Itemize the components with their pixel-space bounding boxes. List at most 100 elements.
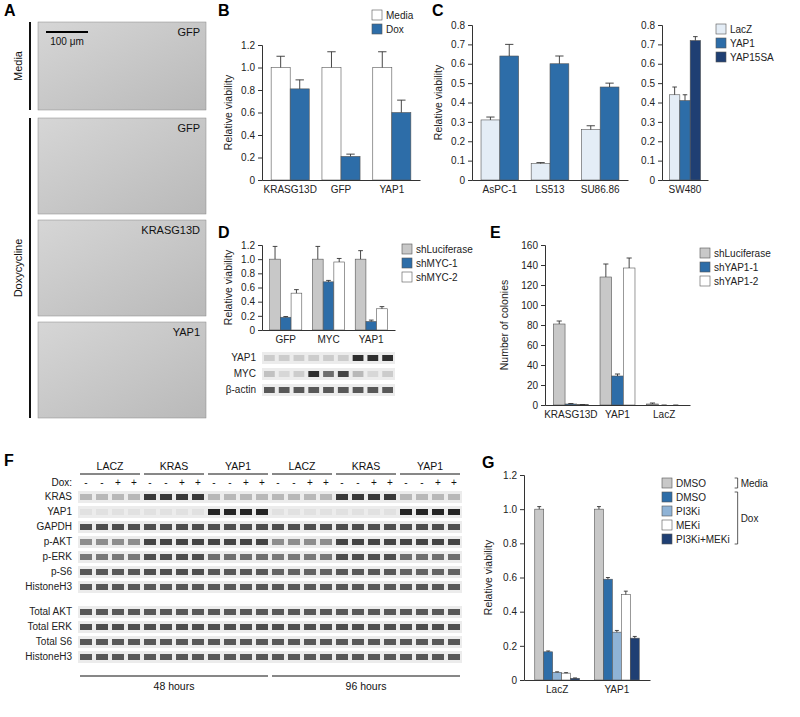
- blot-band: [272, 639, 284, 645]
- blot-band: [80, 569, 92, 575]
- legend-bracket: [735, 478, 738, 488]
- blot-band: [336, 509, 348, 515]
- x-axis-line: [525, 680, 651, 681]
- legend-swatch: [662, 534, 672, 544]
- micrograph: GFP: [38, 118, 206, 214]
- blot-band: [279, 387, 290, 393]
- y-tick: 0.2: [241, 152, 262, 163]
- blot-band: [384, 509, 396, 515]
- blot-band: [352, 624, 364, 630]
- y-tick: 140: [521, 260, 545, 271]
- y-tick-label: 1.0: [503, 504, 517, 515]
- blot-band: [112, 609, 124, 615]
- error-bar: [568, 403, 573, 405]
- y-tick: 1.0: [241, 254, 262, 265]
- blot-band: [382, 387, 393, 393]
- condition-bracket: [29, 22, 31, 110]
- blot-band: [80, 624, 92, 630]
- blot-band: [368, 584, 380, 590]
- y-tick-mark: [658, 161, 662, 162]
- y-tick: 0: [249, 175, 262, 186]
- y-tick-mark: [541, 385, 545, 386]
- micrograph: KRASG13D: [38, 220, 206, 316]
- blot-band: [96, 584, 108, 590]
- blot-band: [96, 654, 108, 660]
- y-tick: 0.3: [641, 117, 662, 128]
- legend-label: MEKi: [676, 520, 700, 531]
- timepoint-label: 96 hours: [346, 680, 387, 692]
- blot-band: [256, 494, 268, 500]
- blot-band: [160, 609, 172, 615]
- blot-band: [160, 509, 172, 515]
- dox-sign: -: [212, 477, 215, 488]
- blot-band: [272, 654, 284, 660]
- blot-band: [432, 554, 444, 560]
- condition-label: Media: [12, 50, 24, 81]
- panel-label: B: [218, 2, 230, 19]
- blot-row: HistoneH3: [25, 651, 462, 663]
- blot-band: [80, 539, 92, 545]
- blot-row: p-ERK: [43, 551, 462, 563]
- legend: shLuciferaseshYAP1-1shYAP1-2: [700, 248, 771, 287]
- blot-band: [367, 355, 378, 361]
- blot-band: [308, 355, 319, 361]
- blot-row: YAP1: [231, 352, 395, 364]
- x-tick-label: AsPC-1: [483, 184, 518, 195]
- blot-band: [336, 569, 348, 575]
- blot-band: [384, 639, 396, 645]
- y-tick: 0.6: [241, 107, 262, 118]
- y-axis: 00.20.40.60.81.01.2: [503, 470, 524, 686]
- blot-band: [416, 624, 428, 630]
- blot-row: Total AKT: [29, 606, 462, 618]
- y-tick-mark: [258, 180, 262, 181]
- error-bar: [296, 80, 304, 89]
- blot-band: [192, 554, 204, 560]
- y-tick: 0.8: [241, 268, 262, 279]
- blot-row-label: HistoneH3: [25, 651, 72, 662]
- bar: [373, 68, 392, 181]
- dox-sign: -: [276, 477, 279, 488]
- blot-band: [80, 494, 92, 500]
- blot-band: [384, 609, 396, 615]
- blot-row-label: YAP1: [231, 352, 256, 363]
- y-tick-mark: [258, 316, 262, 317]
- panel-label: G: [482, 454, 494, 471]
- legend-swatch: [402, 244, 412, 254]
- lane-group-label: LACZ: [289, 460, 316, 472]
- blot-band: [448, 584, 460, 590]
- blot-band: [112, 569, 124, 575]
- blot-row: Total ERK: [28, 621, 462, 633]
- blot-band: [208, 539, 220, 545]
- blot-band: [128, 639, 140, 645]
- legend-label: shYAP1-2: [714, 276, 759, 287]
- blot-band: [320, 539, 332, 545]
- blot-row: KRAS: [45, 491, 462, 503]
- blot-band: [384, 569, 396, 575]
- legend-swatch: [700, 276, 710, 286]
- x-tick: LS513: [536, 180, 565, 195]
- blot-band: [448, 569, 460, 575]
- y-tick-mark: [520, 612, 524, 613]
- y-tick-mark: [658, 83, 662, 84]
- blot-band: [352, 639, 364, 645]
- legend-label: shMYC-2: [416, 272, 458, 283]
- blot-band: [256, 524, 268, 530]
- dox-sign: +: [307, 477, 313, 488]
- blot-band: [144, 569, 156, 575]
- y-tick-mark: [541, 325, 545, 326]
- y-tick-mark: [258, 302, 262, 303]
- error-bar: [683, 95, 688, 101]
- blot-band: [416, 494, 428, 500]
- blot-band: [144, 524, 156, 530]
- blot-band: [272, 584, 284, 590]
- x-axis: SW480: [663, 180, 709, 195]
- blot-band: [368, 539, 380, 545]
- error-bar: [615, 630, 619, 632]
- blot-band: [432, 569, 444, 575]
- blot-band: [382, 355, 393, 361]
- y-tick: 0: [649, 175, 662, 186]
- bar: [531, 164, 550, 180]
- error-bar: [673, 405, 678, 406]
- blot-band: [80, 524, 92, 530]
- blot-band: [352, 584, 364, 590]
